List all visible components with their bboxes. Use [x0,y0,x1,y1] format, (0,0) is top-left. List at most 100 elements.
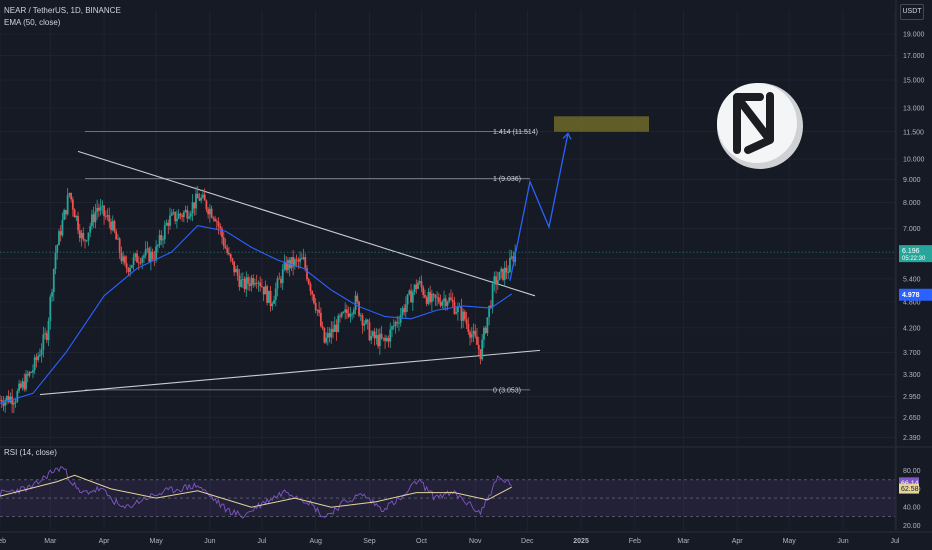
candle-body [54,252,57,270]
candle-body [0,399,1,401]
candle-body [28,372,31,376]
time-tick-label: Feb [629,538,641,545]
candle [238,269,241,291]
candle-body [370,336,373,341]
logo-n-glyph [733,92,774,154]
candle-body [231,258,234,262]
target-zone-box [554,116,649,132]
candle-body [347,312,350,317]
candle-body [411,292,414,303]
candle-body [160,235,163,241]
candle [186,205,189,223]
candle [106,208,109,221]
candle-body [113,221,116,232]
candle-body [188,216,190,219]
candle-body [502,268,504,280]
candle-body [101,205,104,207]
candle [316,309,319,316]
candle-body [170,213,173,216]
candle [453,296,456,315]
candle-body [300,258,303,260]
candle-body [146,248,149,250]
candle [40,343,43,363]
candle-body [11,396,14,405]
price-tick-label: 19.000 [903,32,925,39]
price-tick-label: 8.000 [903,200,921,207]
candle-body [45,333,48,341]
candle-body [425,297,428,304]
candle-body [234,268,237,273]
candle [342,311,345,314]
candle-body [373,331,376,339]
candle [84,238,86,249]
candle-body [177,213,180,219]
candle-body [56,245,59,253]
candle [181,213,184,222]
time-tick-label: Sep [363,538,376,545]
candle [78,223,81,243]
candle [498,271,501,281]
time-tick-label: Nov [469,538,482,545]
candle-body [89,226,92,233]
candle-body [323,327,326,343]
time-tick-label: 2025 [573,538,589,545]
candle-body [186,209,189,219]
candle-body [340,312,343,317]
candle-body [61,219,64,236]
candle-body [179,213,182,216]
candle [302,248,305,261]
candle-body [169,215,171,226]
candle [12,399,15,413]
candle [35,353,38,368]
candle-body [0,400,3,404]
candle [274,282,277,307]
candle-body [496,280,499,285]
candle-body [99,206,102,211]
candle [496,271,499,290]
candle-body [280,278,282,284]
candle [403,303,406,316]
candle [273,295,275,305]
candle-body [481,339,484,360]
candle-body [330,328,333,338]
candle [47,317,50,347]
price-tick-label: 7.000 [903,226,921,233]
candle-body [103,205,105,217]
candle [21,378,24,391]
candle [313,293,315,305]
candle [25,370,27,392]
price-tick-label: 3.700 [903,350,921,357]
candle [219,223,222,236]
candle-body [394,321,397,327]
time-tick-label: Feb [0,538,6,545]
candle [160,230,163,246]
candle [264,280,267,295]
candle-body [512,256,515,262]
candle [406,294,409,312]
candle [280,275,282,288]
currency-button[interactable]: USDT [900,4,924,20]
candle-body [290,257,293,269]
candle [377,328,380,349]
candle-body [123,256,126,264]
candle-body [493,276,496,284]
candle-body [163,225,166,240]
candle [347,306,350,319]
candle-body [78,230,81,239]
candle-body [32,370,34,373]
candle [73,208,76,218]
candle-body [384,337,386,341]
candle [271,301,274,311]
candle-body [236,268,239,276]
time-tick-label: Mar [44,538,57,545]
candle-body [110,221,112,231]
candle-body [252,278,255,285]
candle [262,286,265,302]
candle [370,330,373,344]
candle [203,188,206,201]
candle [226,244,229,255]
candle [229,253,232,263]
candle-body [51,292,53,297]
candle-body [430,293,433,303]
